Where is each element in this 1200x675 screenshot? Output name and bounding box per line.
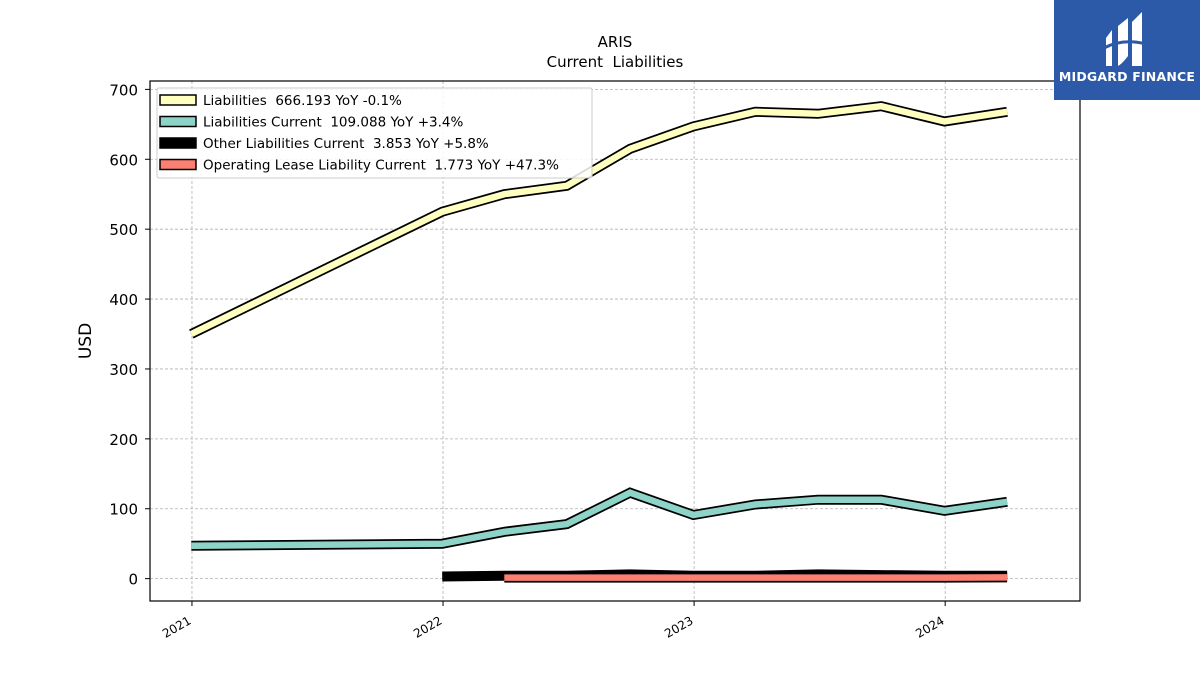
legend-label: Liabilities 666.193 YoY -0.1% (203, 93, 402, 109)
legend-swatch (159, 115, 197, 128)
y-axis-label: USD (76, 323, 96, 359)
y-tick-label: 700 (109, 81, 138, 99)
y-tick-label: 0 (128, 571, 138, 589)
series-line-0 (189, 102, 1008, 337)
y-tick-label: 300 (109, 361, 138, 379)
legend-swatch (159, 137, 197, 149)
x-tick-label: 2024 (913, 613, 946, 640)
legend-label: Other Liabilities Current 3.853 YoY +5.8… (203, 136, 489, 152)
y-tick-label: 200 (109, 431, 138, 449)
series-layer (189, 101, 1008, 583)
y-tick-label: 500 (109, 221, 138, 239)
chart-title: ARIS (598, 33, 633, 51)
y-tick-label: 400 (109, 291, 138, 309)
y-tick-label: 600 (109, 151, 138, 169)
x-tick-label: 2021 (160, 613, 193, 640)
logo-text: MIDGARD FINANCE (1058, 69, 1196, 84)
legend-swatch (159, 158, 197, 171)
chart-subtitle: Current Liabilities (547, 53, 684, 71)
legend-swatch (159, 94, 197, 106)
x-tick-label: 2023 (662, 613, 695, 640)
legend: Liabilities 666.193 YoY -0.1% Liabilities… (156, 87, 593, 179)
legend-box (156, 87, 593, 179)
series-line-1 (191, 489, 1008, 550)
plot-frame (149, 80, 1081, 602)
y-tick-label: 100 (109, 501, 138, 519)
legend-label: Liabilities Current 109.088 YoY +3.4% (203, 115, 463, 131)
logo-mark-icon (1103, 12, 1147, 66)
brand-logo: MIDGARD FINANCE (1054, 0, 1200, 100)
x-tick-label: 2022 (411, 613, 444, 640)
legend-label: Operating Lease Liability Current 1.773 … (203, 158, 559, 174)
